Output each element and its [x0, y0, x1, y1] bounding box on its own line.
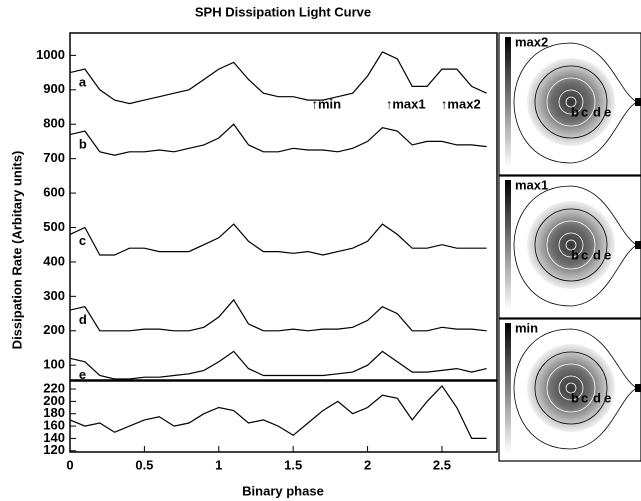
series-label: d — [79, 312, 87, 327]
disk — [527, 58, 615, 146]
ring-letter: d — [593, 104, 601, 119]
y-tick-label: 800 — [43, 116, 65, 131]
roche-lobe — [513, 328, 638, 450]
series-label: c — [79, 233, 86, 248]
inset-label: max1 — [515, 177, 548, 192]
y-tick-label: 400 — [43, 253, 65, 268]
y-tick-label: 160 — [43, 418, 65, 433]
ring-letter: c — [581, 104, 588, 119]
y-tick-label: 500 — [43, 219, 65, 234]
ring — [565, 239, 577, 251]
ring — [534, 351, 608, 425]
ring — [534, 208, 608, 282]
disk — [527, 201, 615, 289]
annotation: ↑max1 — [386, 96, 426, 111]
annotation: ↑max2 — [441, 96, 481, 111]
inset-panel: max2 b c d e — [498, 32, 641, 176]
ring — [565, 382, 577, 394]
series-label: a — [79, 75, 87, 90]
x-tick-label: 0 — [66, 457, 73, 472]
ring-letter: b — [571, 247, 579, 262]
inset-label: max2 — [515, 34, 548, 49]
roche-lobe — [513, 42, 638, 164]
plot-frame — [69, 32, 498, 381]
y-tick-label: 1000 — [36, 47, 65, 62]
ring — [558, 375, 584, 401]
x-tick-label: 1.5 — [284, 457, 302, 472]
x-tick-label: 2 — [364, 457, 371, 472]
ring — [546, 363, 596, 413]
x-axis-label: Binary phase — [242, 483, 324, 498]
y-tick-label: 200 — [43, 322, 65, 337]
ring — [558, 89, 584, 115]
chart-title: SPH Dissipation Light Curve — [195, 4, 371, 19]
data-line — [69, 223, 487, 256]
ring — [534, 65, 608, 139]
y-tick-label: 200 — [43, 393, 65, 408]
x-tick-label: 2.5 — [433, 457, 451, 472]
series-label: e — [79, 367, 86, 382]
ring-letter: e — [604, 247, 611, 262]
disk — [527, 344, 615, 432]
plot-frame — [69, 380, 498, 453]
annotation: ↑min — [311, 96, 341, 111]
x-tick-label: 1 — [215, 457, 222, 472]
y-tick-label: 120 — [43, 442, 65, 457]
ring-letter: e — [604, 390, 611, 405]
colorbar — [505, 180, 511, 310]
ring — [546, 77, 596, 127]
y-axis-label: Dissipation Rate (Arbitary units) — [9, 151, 24, 350]
colorbar — [505, 323, 511, 453]
y-tick-label: 900 — [43, 81, 65, 96]
y-tick-label: 220 — [43, 380, 65, 395]
inset-panel: min b c d e — [498, 318, 641, 462]
companion — [635, 241, 641, 249]
ring — [565, 96, 577, 108]
data-line — [69, 51, 487, 105]
ring-letter: d — [593, 247, 601, 262]
ring — [558, 232, 584, 258]
ring — [546, 220, 596, 270]
ring-letter: b — [571, 390, 579, 405]
y-tick-label: 100 — [43, 357, 65, 372]
colorbar — [505, 37, 511, 167]
data-line — [69, 298, 487, 332]
y-tick-label: 140 — [43, 430, 65, 445]
inset-panel: max1 b c d e — [498, 175, 641, 319]
ring-letter: b — [571, 104, 579, 119]
x-tick-label: 0.5 — [135, 457, 153, 472]
y-tick-label: 700 — [43, 150, 65, 165]
roche-lobe — [513, 185, 638, 307]
companion — [635, 384, 641, 392]
series-label: b — [79, 137, 87, 152]
companion — [635, 98, 641, 106]
ring-letter: d — [593, 390, 601, 405]
y-tick-label: 600 — [43, 185, 65, 200]
data-line — [69, 123, 487, 156]
data-line — [69, 350, 487, 380]
ring-letter: c — [581, 247, 588, 262]
y-tick-label: 300 — [43, 288, 65, 303]
data-line — [69, 384, 487, 439]
inset-label: min — [515, 320, 538, 335]
ring-letter: c — [581, 390, 588, 405]
y-tick-label: 180 — [43, 405, 65, 420]
ring-letter: e — [604, 104, 611, 119]
